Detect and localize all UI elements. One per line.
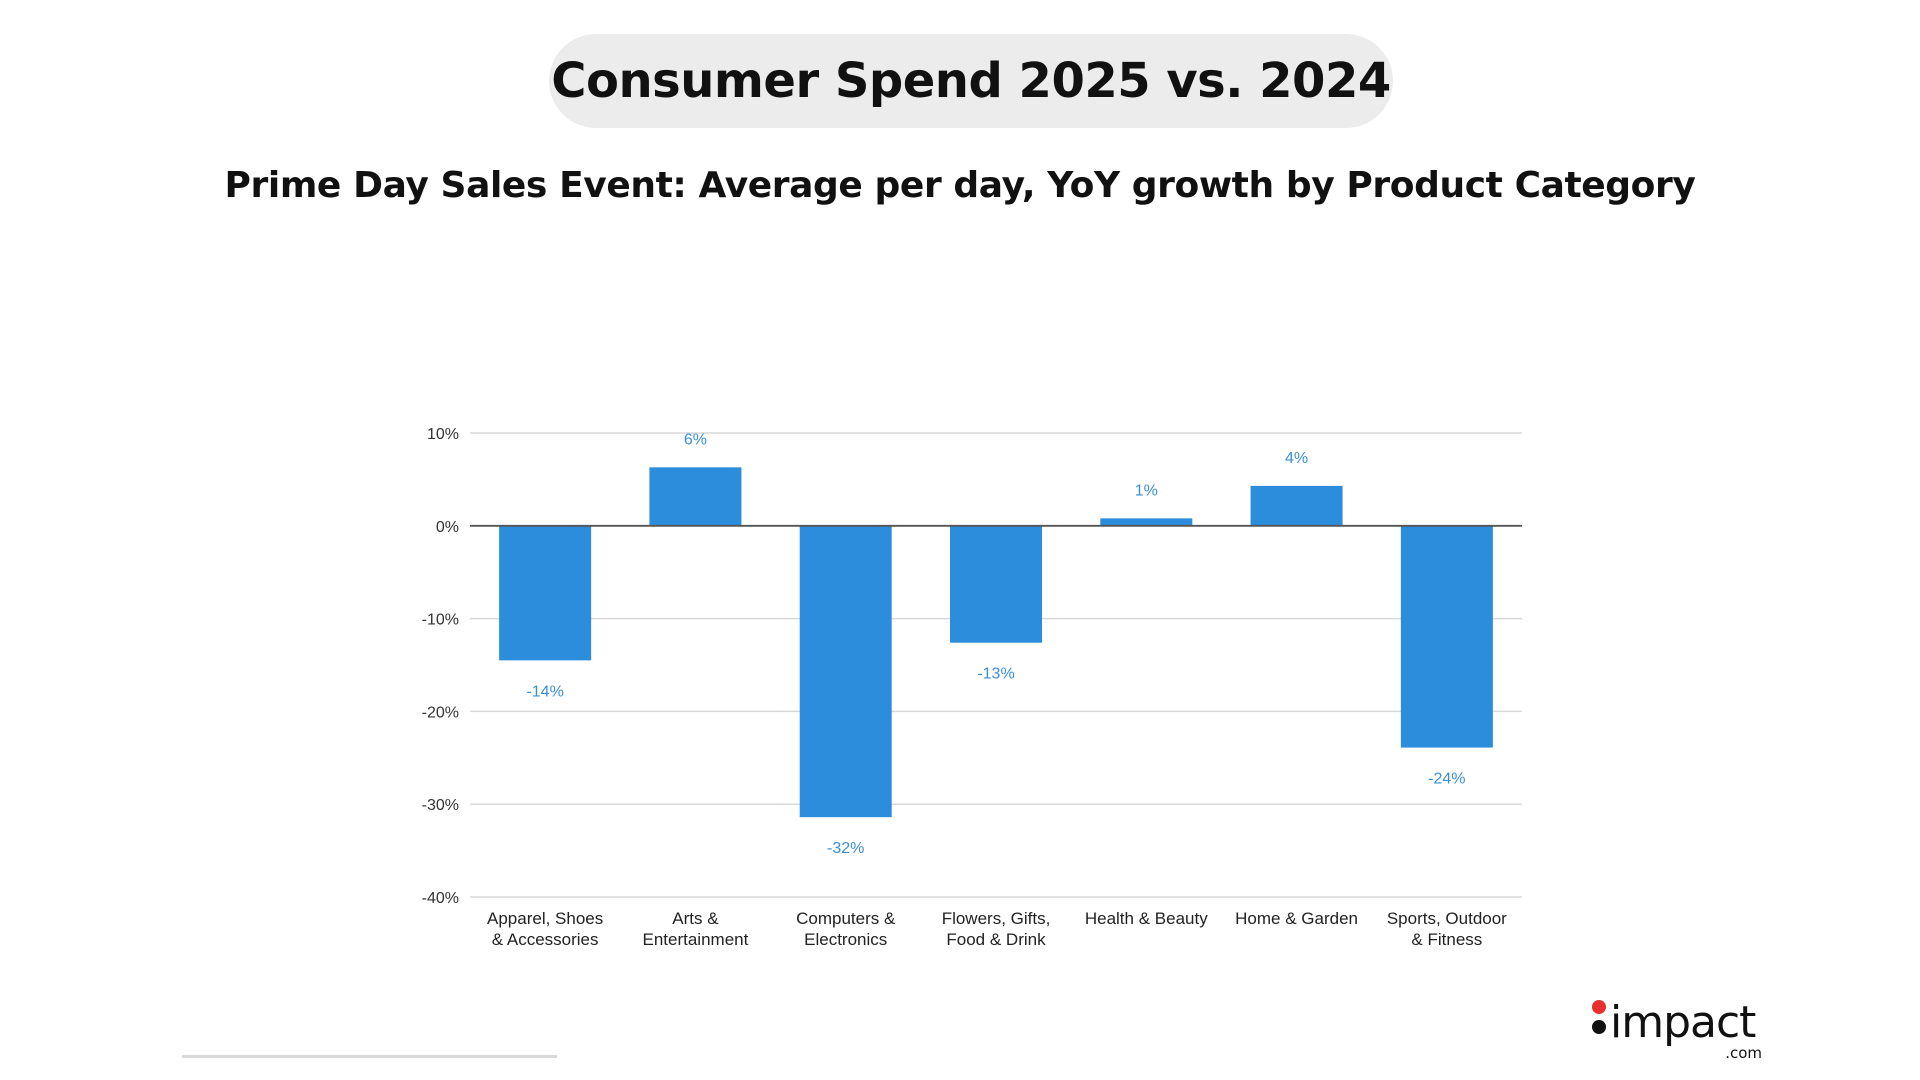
data-label: -32% bbox=[827, 840, 864, 857]
x-tick-label: Health & Beauty bbox=[1085, 909, 1208, 928]
x-tick-label-line: Food & Drink bbox=[946, 930, 1046, 949]
title-pill: Consumer Spend 2025 vs. 2024 bbox=[549, 34, 1393, 128]
x-tick-label-line: Apparel, Shoes bbox=[487, 909, 603, 928]
y-tick-label: -10% bbox=[422, 612, 459, 629]
data-label: 4% bbox=[1285, 450, 1308, 467]
logo-black-dot-icon bbox=[1592, 1020, 1606, 1034]
bar bbox=[1100, 518, 1193, 526]
logo-suffix: .com bbox=[1725, 1044, 1762, 1062]
x-tick-label-line: Arts & bbox=[672, 909, 719, 928]
x-tick-label-line: Home & Garden bbox=[1235, 909, 1358, 928]
x-tick-label-line: & Accessories bbox=[492, 930, 599, 949]
data-label: -24% bbox=[1428, 771, 1465, 788]
x-tick-label: Arts & Entertainment bbox=[643, 909, 749, 949]
bar bbox=[1400, 525, 1493, 748]
x-tick-label: Apparel, Shoes & Accessories bbox=[487, 909, 603, 949]
chart-subtitle: Prime Day Sales Event: Average per day, … bbox=[224, 165, 1696, 206]
y-tick-label: 0% bbox=[436, 519, 459, 536]
bar-layer bbox=[499, 467, 1493, 818]
x-tick-label: Home & Garden bbox=[1235, 909, 1358, 928]
y-tick-label: -30% bbox=[422, 797, 459, 814]
bar bbox=[649, 467, 742, 526]
x-tick-label: Flowers, Gifts, Food & Drink bbox=[942, 909, 1051, 949]
x-tick-label-line: Computers & bbox=[796, 909, 896, 928]
bar bbox=[950, 525, 1042, 643]
y-tick-label: -20% bbox=[422, 704, 459, 721]
logo-wordmark: impact bbox=[1610, 997, 1756, 1048]
bar bbox=[499, 525, 592, 661]
grid-layer bbox=[470, 432, 1522, 898]
bar bbox=[1250, 485, 1343, 526]
data-label: 1% bbox=[1135, 482, 1158, 499]
x-tick-label-line: Sports, Outdoor bbox=[1387, 909, 1507, 928]
bottom-divider bbox=[182, 1055, 557, 1058]
x-tick-label-line: Entertainment bbox=[643, 930, 749, 949]
label-layer: 10% 0% -10% -20% -30% -40% -14% Apparel, Shoes &… bbox=[422, 426, 1508, 949]
bar bbox=[799, 525, 892, 818]
x-tick-label-line: Flowers, Gifts, bbox=[942, 909, 1051, 928]
data-label: 6% bbox=[684, 431, 707, 448]
data-label: -13% bbox=[977, 666, 1014, 683]
x-tick-label-line: Health & Beauty bbox=[1085, 909, 1208, 928]
x-tick-label: Computers & Electronics bbox=[796, 909, 896, 949]
y-tick-label: -40% bbox=[422, 890, 459, 907]
chart-main-title: Consumer Spend 2025 vs. 2024 bbox=[551, 53, 1391, 109]
x-tick-label: Sports, Outdoor & Fitness bbox=[1387, 909, 1507, 949]
data-label: -14% bbox=[526, 683, 563, 700]
impact-logo: impact .com bbox=[1592, 997, 1762, 1062]
y-tick-label: 10% bbox=[427, 426, 459, 443]
x-tick-label-line: Electronics bbox=[804, 930, 887, 949]
logo-red-dot-icon bbox=[1592, 1000, 1606, 1014]
x-tick-label-line: & Fitness bbox=[1411, 930, 1482, 949]
